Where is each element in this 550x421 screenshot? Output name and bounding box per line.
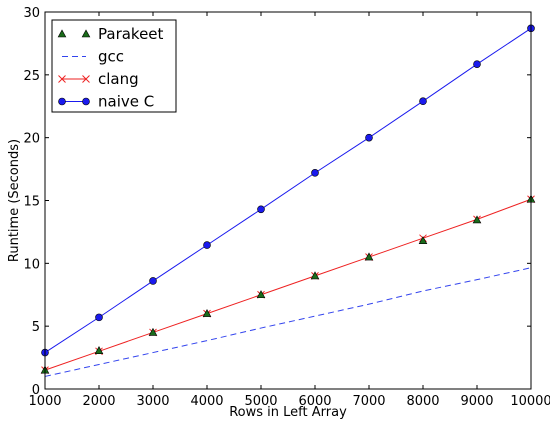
data-point-naive-c [365,133,373,142]
legend-item-naive-c: naive C [58,93,154,111]
y-tick-label: 25 [23,69,40,84]
y-axis-label: Runtime (Seconds) [7,139,22,262]
x-tick-label: 2000 [82,394,115,409]
y-tick-label: 20 [23,132,40,147]
legend-item-parakeet: Parakeet [57,25,164,43]
data-point-naive-c [149,277,157,285]
y-tick-label: 10 [23,257,40,272]
x-tick-label: 1000 [28,394,61,409]
data-point-naive-c [257,205,265,214]
y-tick-label: 30 [23,6,40,21]
legend-marker [57,29,67,38]
data-point-parakeet [418,236,428,245]
series-line-gcc [44,267,532,377]
data-point-naive-c [95,313,103,322]
data-point-parakeet [148,327,158,336]
data-point-parakeet [364,252,374,261]
plot-area-frame [44,11,532,390]
data-point-naive-c [203,241,211,249]
data-point-naive-c [311,169,319,177]
legend-label: clang [98,70,139,88]
x-tick-label: 4000 [190,394,223,409]
x-marker-stroke [82,75,90,83]
x-tick-label: 10000 [510,394,550,409]
legend-marker [82,97,90,106]
x-tick-label: 8000 [406,394,439,409]
legend-marker [82,75,90,83]
data-point-parakeet [472,215,482,224]
plot-series [40,24,536,377]
y-tick-label: 0 [32,383,40,398]
x-tick-label: 3000 [136,394,169,409]
legend-box [51,19,177,113]
series-parakeet [40,194,536,374]
axis-ticks: 1000 2000 3000 4000 5000 6000 7000 8000 9000 1000… [23,6,550,409]
legend-marker [58,97,66,106]
data-point-parakeet [202,308,212,317]
x-tick-label: 6000 [298,394,331,409]
legend-item-clang: clang [58,70,139,88]
legend-item-gcc: gcc [62,48,124,66]
x-marker-stroke [58,75,66,83]
chart-legend: Parakeet gcc clang naive C [51,19,177,113]
data-point-naive-c [419,97,427,106]
data-point-parakeet [94,346,104,354]
x-tick-label: 9000 [460,394,493,409]
data-point-parakeet [256,290,266,299]
legend-label: Parakeet [98,25,164,43]
data-point-parakeet [310,271,320,280]
series-naive-c [41,24,535,357]
data-point-naive-c [473,60,481,68]
x-tick-label: 7000 [352,394,385,409]
legend-label: naive C [98,93,154,111]
x-axis-label: Rows in Left Array [229,405,347,420]
series-line-naive-c [44,27,532,353]
y-tick-label: 5 [32,320,40,335]
legend-label: gcc [98,48,124,66]
series-line-clang [44,198,532,371]
legend-marker [81,29,91,38]
y-tick-label: 15 [23,195,40,210]
legend-marker [58,75,66,83]
x-tick-label: 5000 [244,394,277,409]
series-gcc [44,267,532,377]
